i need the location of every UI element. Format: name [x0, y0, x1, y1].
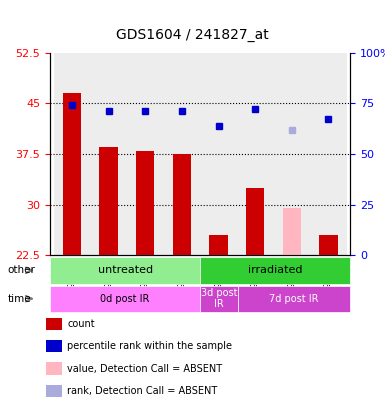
Bar: [273, 53, 310, 255]
Bar: [310, 53, 346, 255]
Text: untreated: untreated: [97, 265, 153, 275]
Text: GDS1604 / 241827_at: GDS1604 / 241827_at: [116, 28, 269, 43]
Text: other: other: [8, 265, 35, 275]
Bar: [127, 53, 164, 255]
Text: value, Detection Call = ABSENT: value, Detection Call = ABSENT: [67, 364, 223, 373]
Text: count: count: [67, 319, 95, 329]
Text: 7d post IR: 7d post IR: [269, 294, 319, 304]
Text: time: time: [8, 294, 31, 304]
Bar: [319, 235, 338, 255]
Text: percentile rank within the sample: percentile rank within the sample: [67, 341, 233, 351]
Bar: [283, 208, 301, 255]
Bar: [200, 53, 237, 255]
Bar: [209, 235, 228, 255]
Bar: [173, 154, 191, 255]
Bar: [164, 53, 200, 255]
Bar: [54, 53, 90, 255]
Bar: [246, 188, 264, 255]
Bar: [90, 53, 127, 255]
Text: rank, Detection Call = ABSENT: rank, Detection Call = ABSENT: [67, 386, 218, 396]
Bar: [136, 151, 154, 255]
Bar: [63, 93, 81, 255]
Text: irradiated: irradiated: [248, 265, 303, 275]
Bar: [237, 53, 273, 255]
Text: 0d post IR: 0d post IR: [100, 294, 150, 304]
Bar: [99, 147, 118, 255]
Text: 3d post
IR: 3d post IR: [201, 288, 237, 309]
